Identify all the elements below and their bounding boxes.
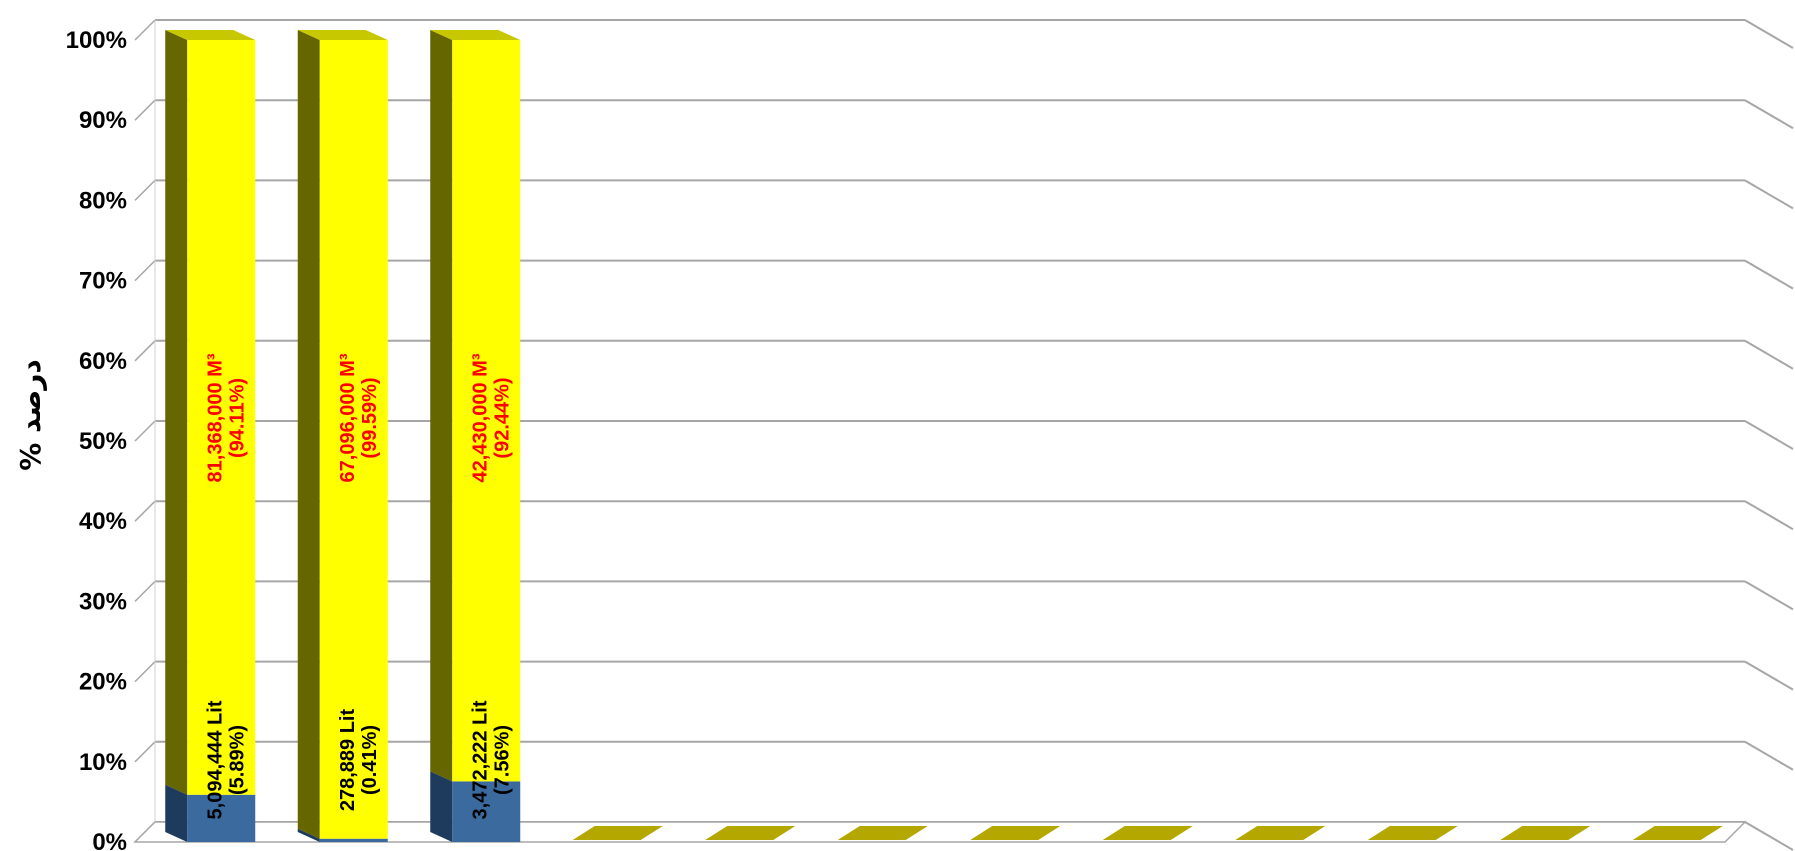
bar-3-series-2-label-line-2: (92.44%) [491, 377, 513, 458]
gridline-depth [134, 580, 156, 602]
gridline-side [1744, 179, 1794, 210]
y-tick-label: 30% [79, 588, 127, 615]
bar-3-series-1-side [430, 771, 453, 842]
bar-2-series-2-label-line-2: (99.59%) [359, 377, 381, 458]
chart-back-wall [134, 19, 1794, 851]
gridline-depth [134, 340, 156, 362]
bar-1-series-2 [187, 40, 256, 795]
gridline-depth [134, 661, 156, 683]
gridline-depth [134, 741, 156, 763]
y-tick-label: 80% [79, 187, 127, 214]
bar-3-top [430, 30, 521, 40]
empty-bar-10 [1367, 826, 1458, 840]
bar-2-series-2 [319, 40, 388, 839]
gridline-side [1744, 580, 1794, 611]
gridline-depth [134, 260, 156, 282]
y-tick-label: 90% [79, 107, 127, 134]
bar-1-series-1 [187, 794, 256, 842]
empty-bar-11 [1500, 826, 1591, 840]
bar-1-series-1-label-line-1: 5,094,444 Lit [204, 700, 226, 819]
y-tick-label: 0% [92, 829, 127, 851]
y-tick-label: 50% [79, 428, 127, 455]
gridline-depth [134, 179, 156, 201]
gridline-depth [134, 99, 156, 121]
y-axis-label: % درصد [14, 359, 47, 471]
gridline-side [1744, 821, 1794, 851]
gridline-side [1744, 740, 1794, 771]
bar-2-top [297, 30, 388, 40]
empty-bar-7 [970, 826, 1061, 840]
y-tick-label: 60% [79, 348, 127, 375]
empty-bar-8 [1102, 826, 1193, 840]
bar-2-series-1-label: 278,889 Lit(0.41%) [337, 709, 381, 812]
bar-3-series-2-label: 42,430,000 M³(92.44%) [469, 353, 513, 482]
bar-1-series-1-label-line-2: (5.89%) [226, 725, 248, 795]
bars [165, 30, 1723, 842]
bar-1-series-2-label-line-1: 81,368,000 M³ [204, 353, 226, 482]
bar-2-series-1-label-line-1: 278,889 Lit [337, 709, 359, 812]
bar-3-series-2-side [430, 30, 453, 782]
gridline-depth [134, 420, 156, 442]
y-tick-label: 70% [79, 268, 127, 295]
gridline-side [1744, 500, 1794, 531]
data-labels: 5,094,444 Lit(5.89%) 81,368,000 M³(94.11%… [204, 353, 513, 819]
bar-2-series-2-label-line-1: 67,096,000 M³ [337, 353, 359, 482]
bar-1-series-2-label: 81,368,000 M³(94.11%) [204, 353, 248, 482]
gridline-side [1744, 420, 1794, 450]
gridline-depth [134, 19, 156, 41]
gridline-side [1744, 660, 1794, 691]
bar-3-series-1 [452, 781, 521, 842]
y-tick-label: 40% [79, 508, 127, 535]
empty-bar-6 [837, 826, 928, 840]
y-tick-label: 20% [79, 669, 127, 696]
y-axis-ticks: 0% 10% 20% 30% 40% 50% 60% 70% 80% 90% 100% [66, 27, 127, 851]
bar-3-series-1-label-line-2: (7.56%) [491, 725, 513, 795]
y-tick-label: 10% [79, 749, 127, 776]
empty-bar-5 [705, 826, 796, 840]
bar-2-series-1-label-line-2: (0.41%) [359, 725, 381, 795]
bar-2-series-1 [319, 838, 388, 842]
empty-bar-4 [572, 826, 663, 840]
bar-1-series-1-side [165, 784, 188, 842]
gridline-side [1744, 339, 1794, 370]
bar-1-top [165, 30, 256, 40]
empty-bar-12 [1632, 826, 1723, 840]
empty-bar-9 [1235, 826, 1326, 840]
gridline-side [1744, 259, 1794, 290]
y-tick-label: 100% [66, 27, 127, 54]
bar-1-series-1-label: 5,094,444 Lit(5.89%) [204, 700, 248, 819]
bar-3-series-2-label-line-1: 42,430,000 M³ [469, 353, 491, 482]
bar-3-series-2 [452, 40, 521, 782]
bar-3-series-1-label-line-1: 3,472,222 Lit [469, 700, 491, 819]
floor-plane [133, 821, 1747, 843]
bar-3-series-1-label: 3,472,222 Lit(7.56%) [469, 700, 513, 819]
gridline-side [1744, 99, 1794, 130]
bar-2-series-2-label: 67,096,000 M³(99.59%) [337, 353, 381, 482]
bar-1-series-2-label-line-2: (94.11%) [226, 378, 248, 458]
gridline-depth [134, 500, 156, 522]
bar-2-series-2-side [297, 30, 320, 839]
gridline-side [1744, 19, 1794, 49]
bar-2-series-1-side [297, 828, 320, 842]
chart-floor [133, 821, 1747, 843]
bar-1-series-2-side [165, 30, 188, 795]
